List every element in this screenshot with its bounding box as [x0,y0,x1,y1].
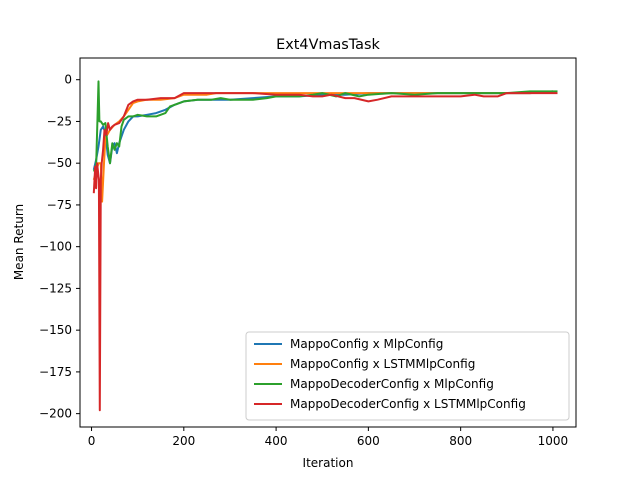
chart-title: Ext4VmasTask [276,37,380,53]
x-tick-label: 600 [357,434,380,448]
legend: MappoConfig x MlpConfig MappoConfig x LST… [245,331,570,421]
y-tick-label: 0 [64,73,72,87]
y-tick-label: −150 [39,323,72,337]
x-tick-label: 0 [88,434,96,448]
y-tick-label: −75 [47,198,72,212]
x-tick-label: 200 [172,434,195,448]
y-tick-label: −100 [39,240,72,254]
series-line-2 [92,90,553,203]
legend-label-3: MappoDecoderConfig x MlpConfig [290,377,494,391]
x-tick-label: 800 [449,434,472,448]
legend-label-2: MappoConfig x LSTMMlpConfig [290,357,475,371]
series-line-3 [92,80,558,172]
x-tick-label: 1000 [538,434,569,448]
plot-area: 0 200 400 600 800 1000 0 −25 −50 −75 −100 −125 −150 −… [39,57,577,448]
legend-label-1: MappoConfig x MlpConfig [290,337,443,351]
y-tick-label: −200 [39,407,72,421]
x-tick-label: 400 [265,434,288,448]
legend-label-4: MappoDecoderConfig x LSTMMlpConfig [290,397,526,411]
plot-frame [79,57,577,428]
y-tick-label: −125 [39,281,72,295]
y-tick-label: −50 [47,156,72,170]
y-axis-label: Mean Return [12,204,26,280]
y-tick-label: −175 [39,365,72,379]
legend-box [245,331,570,421]
y-tick-label: −25 [47,114,72,128]
x-axis-label: Iteration [303,456,354,470]
series-line-4 [92,92,558,412]
